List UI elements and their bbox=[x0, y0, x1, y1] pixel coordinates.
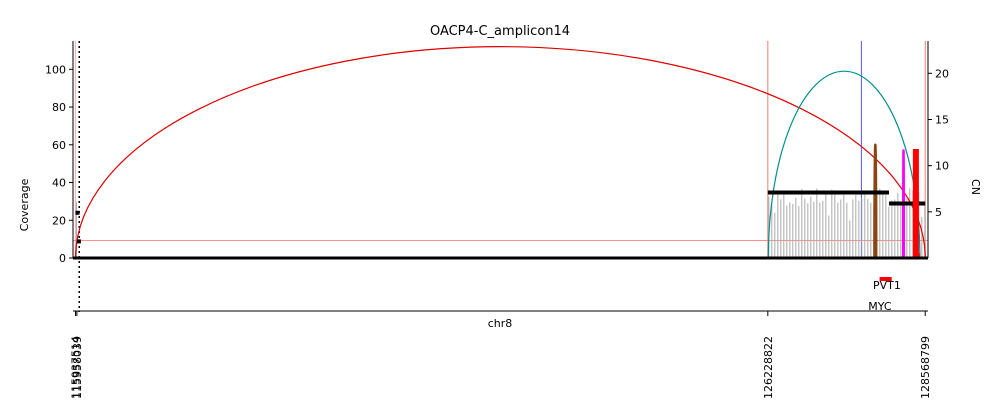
y-tick-label-right: 10 bbox=[935, 160, 949, 173]
breakpoint-arc bbox=[873, 144, 878, 259]
breakpoint-arc bbox=[767, 70, 921, 259]
y-tick-label-right: 20 bbox=[935, 67, 949, 80]
y-tick-label-left: 80 bbox=[52, 101, 66, 114]
gene-label: PVT1 bbox=[873, 279, 901, 292]
y-axis-label-cn: CN bbox=[969, 179, 982, 195]
chart-title: OACP4-C_amplicon14 bbox=[430, 24, 570, 39]
y-tick-label-left: 0 bbox=[59, 252, 66, 265]
x-tick-label: 115937514 bbox=[70, 336, 83, 399]
y-tick-label-left: 60 bbox=[52, 139, 66, 152]
gene-track: MYC PVT1 bbox=[868, 277, 901, 313]
y-axis-label-coverage: Coverage bbox=[18, 178, 31, 231]
x-tick-label: 128568799 bbox=[919, 336, 932, 399]
breakpoint-arc bbox=[74, 46, 926, 259]
y-tick-label-left: 40 bbox=[52, 177, 66, 190]
x-tick-label: 115958039 bbox=[71, 336, 84, 399]
breakpoint-layer bbox=[74, 46, 926, 259]
x-axis-label: chr8 bbox=[488, 317, 513, 330]
y-tick-label-right: 15 bbox=[935, 113, 949, 126]
gene-bar bbox=[882, 277, 892, 281]
y-tick-label-left: 20 bbox=[52, 214, 66, 227]
copy-number-layer bbox=[75, 149, 926, 258]
y-tick-label-right: 5 bbox=[935, 206, 942, 219]
gene-label: MYC bbox=[868, 300, 892, 313]
background-layer bbox=[73, 41, 928, 312]
y-tick-label-left: 100 bbox=[45, 63, 66, 76]
coverage-layer bbox=[76, 188, 926, 258]
x-tick-label: 126228822 bbox=[762, 336, 775, 399]
